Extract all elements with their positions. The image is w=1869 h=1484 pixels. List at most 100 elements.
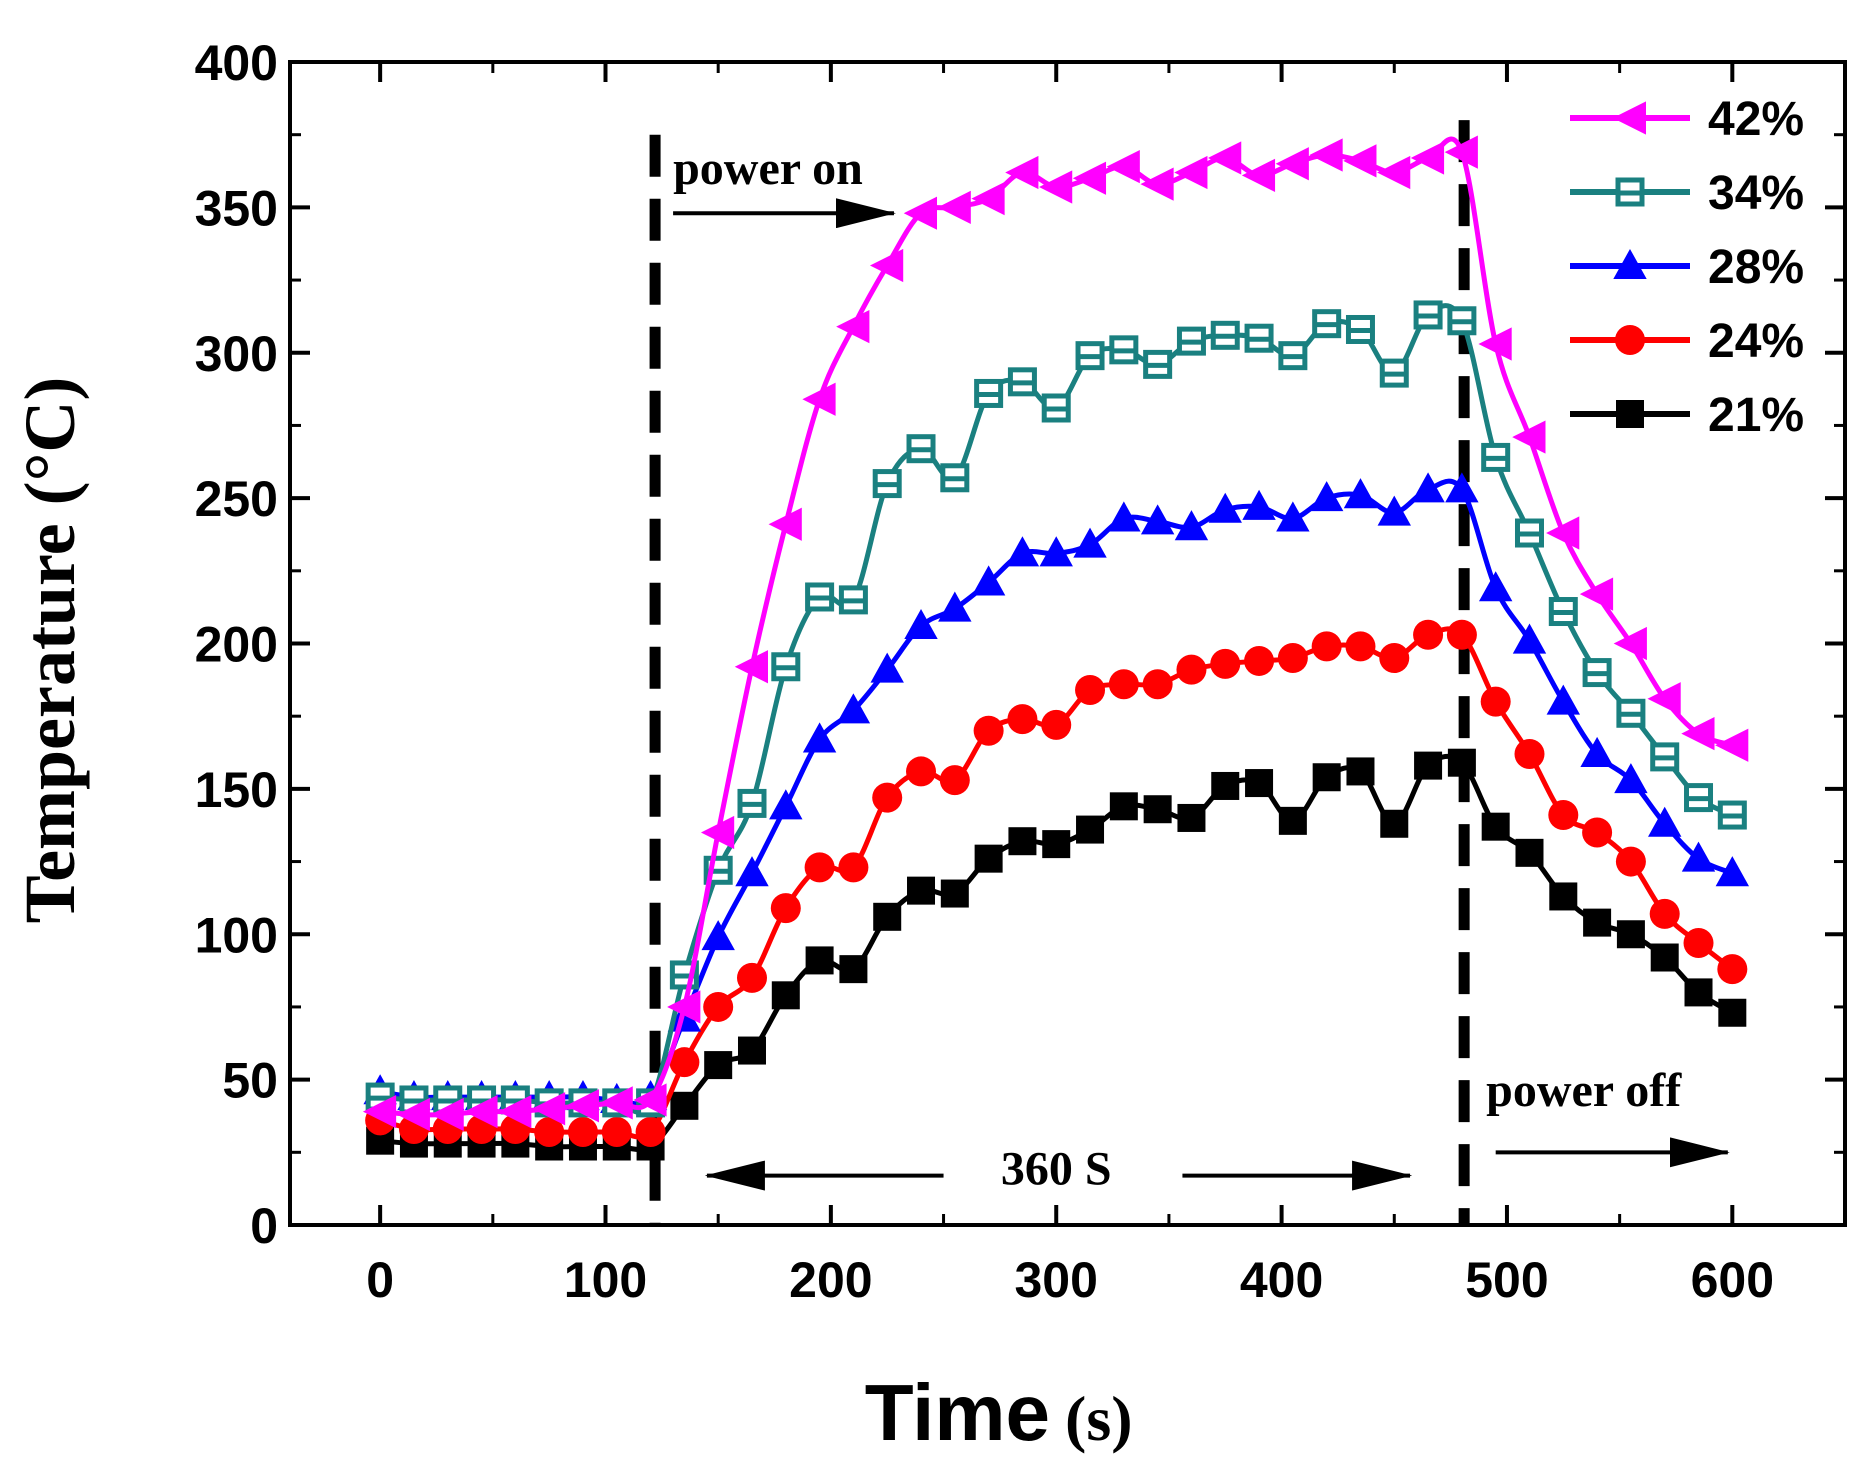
series-42pct — [362, 135, 1749, 1132]
legend: 42% 34% 28% 24% 21% — [1570, 93, 1804, 442]
x-axis-title: Time — [865, 1368, 1050, 1457]
data-point — [1346, 757, 1375, 786]
power-off-label: power off — [1486, 1064, 1682, 1117]
data-point — [534, 1116, 565, 1147]
data-point — [768, 507, 802, 541]
data-point — [1177, 803, 1206, 832]
data-point — [599, 1086, 633, 1120]
data-point — [836, 693, 871, 724]
data-point — [1446, 619, 1477, 650]
data-point — [770, 893, 801, 924]
data-point — [1647, 682, 1681, 716]
data-point — [1515, 838, 1544, 867]
data-point — [1649, 898, 1680, 929]
data-point — [1613, 626, 1647, 661]
data-point — [1140, 167, 1174, 201]
data-point — [1410, 141, 1445, 175]
data-point — [1241, 158, 1276, 193]
series-line — [379, 626, 1734, 1140]
data-point — [498, 1094, 532, 1129]
data-point — [1278, 806, 1307, 835]
data-point — [869, 248, 904, 283]
data-point — [1005, 536, 1040, 567]
data-point — [464, 1094, 498, 1129]
x-tick-label: 100 — [564, 1252, 647, 1308]
data-point — [1681, 717, 1715, 751]
data-point — [667, 990, 701, 1024]
data-point — [362, 1094, 397, 1129]
data-point — [1546, 516, 1580, 550]
data-point — [1648, 806, 1682, 837]
data-point — [873, 902, 902, 931]
data-point — [1512, 623, 1547, 654]
axis-titles: Time (s) Temperature (°C) — [10, 377, 1133, 1457]
data-point — [1481, 812, 1510, 841]
data-point — [1718, 998, 1747, 1027]
data-point — [735, 856, 769, 887]
data-point — [704, 1051, 733, 1080]
data-point — [1684, 978, 1713, 1007]
data-point — [1444, 135, 1478, 169]
data-point — [1042, 830, 1071, 859]
y-tick-label: 100 — [195, 907, 278, 963]
legend-entry: 28% — [1570, 241, 1804, 294]
data-point — [567, 1116, 598, 1147]
data-point — [1107, 501, 1141, 532]
data-point — [1478, 571, 1513, 602]
data-point — [430, 1097, 464, 1132]
data-point — [1106, 150, 1140, 184]
data-point — [1616, 920, 1645, 949]
series-28pct — [363, 472, 1750, 1113]
data-point — [1715, 728, 1749, 762]
data-point — [1345, 631, 1376, 662]
data-point — [1039, 536, 1073, 567]
data-point — [971, 182, 1005, 216]
data-point — [1174, 510, 1209, 541]
data-point — [1007, 704, 1038, 735]
data-point — [1008, 827, 1037, 856]
axes: 0 50 100 150 200 250 300 350 400 0 100 200 300 400 500… — [195, 35, 1847, 1308]
duration-label: 360 S — [1001, 1142, 1112, 1195]
data-point — [703, 991, 734, 1022]
series-layer — [362, 135, 1750, 1161]
legend-marker — [1616, 400, 1644, 428]
annotations-layer: power on power off 360 S — [649, 120, 1730, 1225]
data-point — [1076, 815, 1105, 844]
x-tick-label: 500 — [1465, 1252, 1548, 1308]
data-point — [1038, 170, 1073, 204]
legend-label: 34% — [1708, 167, 1804, 220]
data-point — [838, 852, 869, 883]
data-point — [1005, 155, 1039, 190]
data-point — [1549, 882, 1578, 911]
x-tick-label: 600 — [1691, 1252, 1774, 1308]
y-tick-label: 400 — [195, 35, 278, 91]
data-point — [1715, 856, 1750, 887]
data-point — [937, 190, 971, 224]
data-point — [1580, 736, 1614, 767]
data-point — [1379, 643, 1410, 674]
data-point — [1142, 669, 1173, 700]
data-point — [670, 1091, 699, 1120]
data-point — [1073, 527, 1107, 558]
x-tick-label: 0 — [366, 1252, 394, 1308]
data-point — [971, 565, 1006, 596]
data-point — [1514, 738, 1545, 769]
data-point — [734, 650, 768, 684]
legend-label: 24% — [1708, 315, 1804, 368]
x-axis-unit: (s) — [1065, 1383, 1133, 1454]
data-point — [1143, 795, 1172, 824]
data-point — [938, 591, 972, 622]
power-on-label: power on — [673, 142, 863, 195]
data-point — [1109, 792, 1138, 821]
data-point — [939, 765, 970, 796]
plot-frame — [288, 60, 1847, 1227]
data-point — [396, 1097, 430, 1132]
data-point — [836, 309, 870, 344]
data-point — [903, 196, 938, 230]
legend-marker — [1612, 101, 1646, 135]
data-point — [1208, 492, 1242, 523]
data-point — [804, 852, 835, 883]
data-point — [973, 715, 1004, 746]
y-tick-label: 350 — [195, 180, 278, 236]
